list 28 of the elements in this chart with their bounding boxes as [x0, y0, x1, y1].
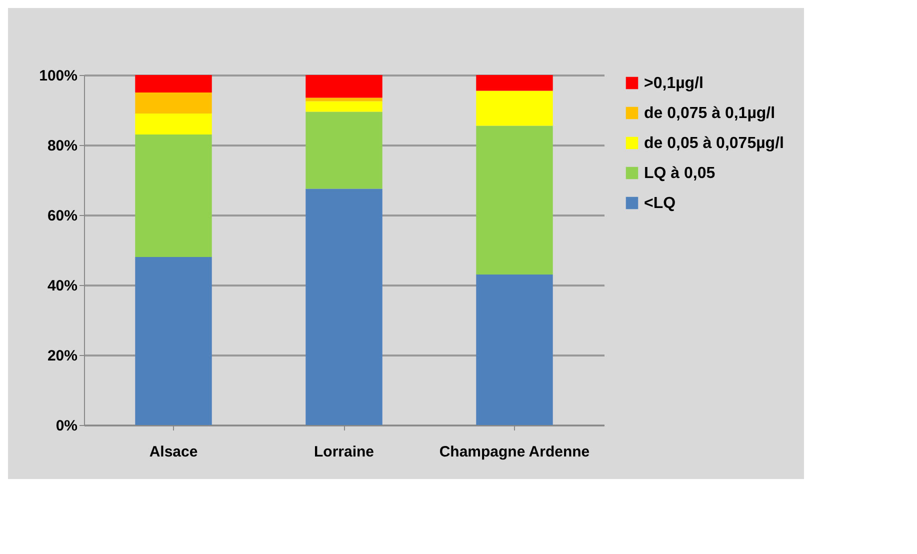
legend-label: LQ à 0,05	[644, 165, 716, 182]
bar	[476, 274, 553, 425]
legend-label: de 0,05 à 0,075µg/l	[644, 135, 784, 152]
y-tick-label: 20%	[47, 348, 78, 364]
bar	[306, 112, 382, 189]
x-tick-label: Lorraine	[314, 444, 374, 460]
bar	[135, 92, 212, 114]
bar	[306, 75, 382, 98]
bar	[306, 101, 382, 112]
bar	[306, 98, 382, 102]
y-tick-label: 100%	[39, 68, 78, 84]
x-tick-label: Alsace	[149, 444, 198, 460]
y-tick-label: 80%	[47, 138, 78, 154]
bar	[135, 75, 212, 92]
bar	[306, 188, 382, 425]
y-tick-label: 40%	[47, 278, 78, 294]
legend-label: <LQ	[644, 195, 676, 212]
bar	[476, 75, 553, 91]
legend-label: de 0,075 à 0,1µg/l	[644, 105, 776, 122]
bar	[476, 90, 553, 126]
x-tick-label: Champagne Ardenne	[439, 444, 590, 460]
legend-label: >0,1µg/l	[644, 75, 704, 92]
y-tick-label: 0%	[56, 418, 78, 434]
bar	[476, 126, 553, 274]
bar	[135, 134, 212, 257]
y-tick-label: 60%	[47, 208, 78, 224]
bar	[135, 257, 212, 425]
bar	[135, 114, 212, 134]
